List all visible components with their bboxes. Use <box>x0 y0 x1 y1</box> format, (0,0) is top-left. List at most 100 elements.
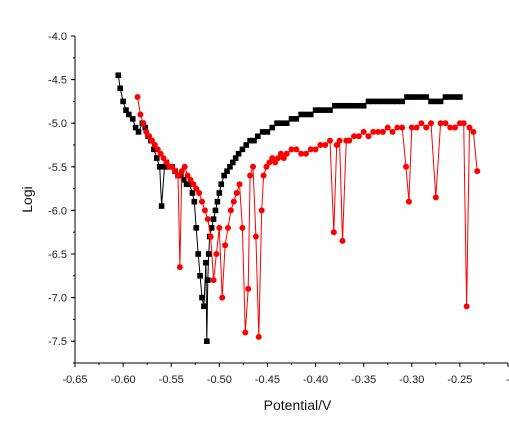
data-point <box>326 137 333 144</box>
data-point <box>199 198 206 205</box>
data-point <box>452 94 458 100</box>
data-point <box>360 128 367 135</box>
data-point <box>172 168 179 175</box>
data-point <box>351 102 357 109</box>
x-axis-title: Potential/V <box>264 397 332 413</box>
data-point <box>135 129 142 135</box>
data-point <box>351 133 358 140</box>
data-point <box>146 133 153 140</box>
data-point <box>280 155 287 162</box>
data-point <box>423 94 430 100</box>
data-point <box>210 277 217 284</box>
data-point <box>243 142 250 148</box>
data-point <box>230 159 236 166</box>
data-point <box>158 203 165 209</box>
x-tick-label: -0.45 <box>255 374 280 386</box>
data-point <box>327 107 333 113</box>
data-point <box>341 102 348 109</box>
data-point <box>307 146 314 153</box>
data-point <box>221 172 227 179</box>
data-point <box>322 107 328 113</box>
data-point <box>161 164 168 170</box>
data-point <box>263 163 270 170</box>
data-point <box>224 224 231 231</box>
series-line <box>117 75 460 342</box>
series-1 <box>115 72 463 344</box>
data-point <box>384 124 391 131</box>
data-point <box>333 142 340 148</box>
data-point <box>233 189 240 196</box>
data-point <box>279 120 285 126</box>
y-tick-label: -7.0 <box>48 293 67 305</box>
data-point <box>317 142 324 148</box>
data-point <box>239 224 246 231</box>
data-point <box>428 120 435 127</box>
data-point <box>134 94 141 101</box>
data-point <box>208 225 215 231</box>
data-point <box>191 198 198 205</box>
data-point <box>428 98 434 105</box>
x-tick-label: -0.60 <box>111 374 136 386</box>
data-point <box>174 172 181 179</box>
data-point <box>269 155 276 162</box>
data-point <box>148 137 155 144</box>
data-point <box>283 120 290 126</box>
data-point <box>123 107 129 113</box>
data-point <box>203 259 209 266</box>
series-2 <box>134 94 481 340</box>
data-point <box>264 129 271 135</box>
data-point <box>224 168 230 174</box>
data-point <box>423 124 430 131</box>
data-point <box>216 190 223 196</box>
data-point <box>418 120 425 127</box>
data-point <box>204 216 211 223</box>
data-point <box>213 251 220 257</box>
data-point <box>160 155 167 162</box>
data-point <box>195 251 201 257</box>
x-tick-label: -0.35 <box>351 374 376 386</box>
data-point <box>255 133 261 140</box>
data-point <box>199 294 205 301</box>
x-tick-label: -0.40 <box>303 374 328 386</box>
data-point <box>413 124 420 131</box>
data-point <box>239 146 246 153</box>
data-point <box>157 150 164 157</box>
data-point <box>360 102 367 109</box>
data-point <box>274 120 280 126</box>
data-point <box>156 164 163 170</box>
x-tick-label: -0.55 <box>159 374 184 386</box>
data-point <box>266 159 273 166</box>
data-point <box>288 146 295 153</box>
data-point <box>365 98 372 105</box>
x-tick-label: -0.50 <box>207 374 232 386</box>
data-point <box>336 102 343 109</box>
data-point <box>303 111 309 118</box>
data-point <box>298 111 304 118</box>
data-point <box>293 146 300 153</box>
data-point <box>275 155 282 162</box>
data-point <box>447 124 454 131</box>
data-point <box>186 181 193 188</box>
data-point <box>120 98 126 105</box>
data-point <box>126 111 132 118</box>
data-point <box>232 155 239 161</box>
data-point <box>189 190 196 196</box>
data-point <box>330 229 337 236</box>
data-point <box>474 168 481 175</box>
data-point <box>259 129 266 135</box>
data-point <box>230 198 237 205</box>
data-point <box>437 98 444 105</box>
data-point <box>433 98 439 105</box>
data-point <box>307 111 314 118</box>
data-point <box>277 150 284 157</box>
data-point <box>457 94 463 100</box>
data-point <box>432 194 439 201</box>
data-point <box>183 181 190 188</box>
data-point <box>322 142 329 148</box>
data-point <box>370 98 377 105</box>
data-point <box>375 98 381 105</box>
plot-series <box>115 72 481 344</box>
data-point <box>184 172 191 179</box>
y-tick-label: -7.5 <box>48 336 67 348</box>
data-point <box>288 116 295 122</box>
